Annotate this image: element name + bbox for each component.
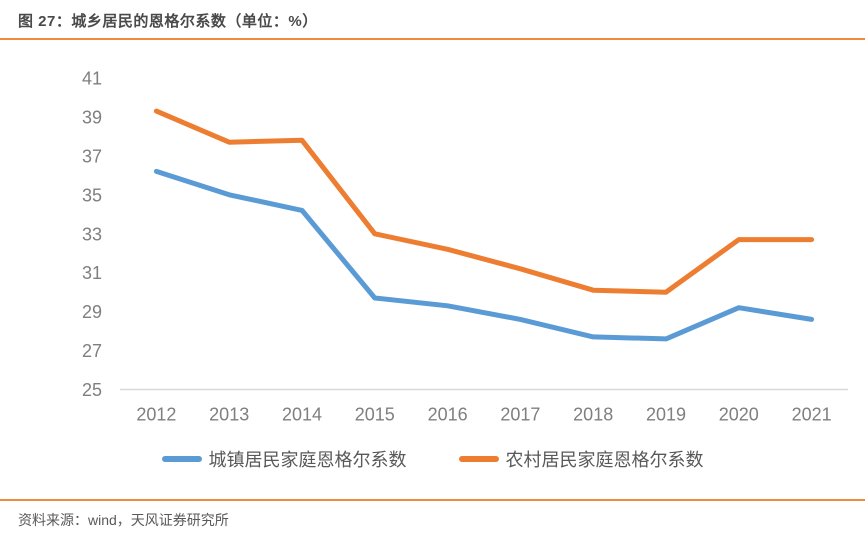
y-tick-label: 27 xyxy=(82,341,102,361)
chart-legend: 城镇居民家庭恩格尔系数 农村居民家庭恩格尔系数 xyxy=(0,447,865,471)
series-line-1 xyxy=(153,108,815,295)
legend-label-rural: 农村居民家庭恩格尔系数 xyxy=(505,450,704,470)
legend-item-rural: 农村居民家庭恩格尔系数 xyxy=(458,446,704,472)
urban-line-swatch-icon xyxy=(161,456,202,462)
figure-header: 图 27：城乡居民的恩格尔系数（单位：%） xyxy=(0,0,865,40)
y-tick-label: 37 xyxy=(82,146,102,166)
engel-line-chart: 25 27 29 31 33 35 37 39 41 2012 2013 2014 2015 2016 20… xyxy=(82,69,848,425)
x-tick-label: 2018 xyxy=(573,405,613,425)
x-tick-label: 2016 xyxy=(428,405,468,425)
figure-title: 图 27：城乡居民的恩格尔系数（单位：%） xyxy=(18,13,318,30)
x-tick-label: 2015 xyxy=(355,405,395,425)
series-line-0 xyxy=(153,168,815,342)
source-bar: 资料来源：wind，天风证券研究所 xyxy=(0,499,865,530)
x-tick-label: 2020 xyxy=(719,405,759,425)
y-tick-label: 25 xyxy=(82,380,102,400)
x-tick-label: 2019 xyxy=(646,405,686,425)
y-tick-label: 41 xyxy=(82,69,102,89)
y-tick-label: 33 xyxy=(82,224,102,244)
y-tick-label: 29 xyxy=(82,302,102,322)
legend-label-urban: 城镇居民家庭恩格尔系数 xyxy=(208,450,407,470)
x-tick-label: 2021 xyxy=(792,405,832,425)
y-tick-label: 35 xyxy=(82,185,102,205)
y-tick-label: 31 xyxy=(82,263,102,283)
source-text: 资料来源：wind，天风证券研究所 xyxy=(18,512,229,528)
x-tick-label: 2017 xyxy=(500,405,540,425)
x-tick-label: 2012 xyxy=(136,405,176,425)
rural-line-swatch-icon xyxy=(458,456,499,462)
y-tick-label: 39 xyxy=(82,107,102,127)
x-tick-label: 2014 xyxy=(282,405,322,425)
legend-item-urban: 城镇居民家庭恩格尔系数 xyxy=(161,446,407,472)
chart-area: 25 27 29 31 33 35 37 39 41 2012 2013 2014 2015 2016 20… xyxy=(0,45,865,471)
x-tick-label: 2013 xyxy=(209,405,249,425)
